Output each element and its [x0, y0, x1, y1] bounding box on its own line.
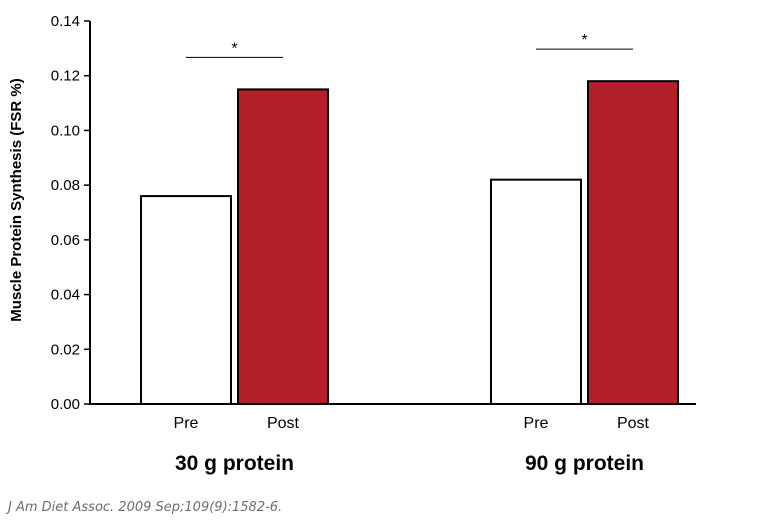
- y-tick-label: 0.04: [51, 287, 80, 304]
- bar-label: Post: [617, 415, 650, 432]
- bar-pre: [490, 178, 582, 405]
- y-tick-label: 0.14: [51, 13, 80, 30]
- significance-star: *: [581, 32, 587, 49]
- bar-chart: 0.00 0.02 0.04 0.06 0.08 0.10 0.12 0.14 Pre Post…: [8, 13, 696, 475]
- bar-label: Pre: [174, 415, 199, 432]
- bar-label: Pre: [524, 415, 549, 432]
- bar-post: [587, 80, 679, 406]
- significance-star: *: [231, 40, 237, 57]
- y-tick-label: 0.08: [51, 177, 80, 194]
- bar-post: [237, 88, 329, 406]
- significance-markers: * *: [186, 32, 633, 58]
- y-tick-label: 0.00: [51, 396, 80, 413]
- bar-pre: [140, 195, 232, 405]
- group-label: 30 g protein: [175, 452, 294, 475]
- y-tick-label: 0.02: [51, 341, 80, 358]
- y-tick-label: 0.06: [51, 232, 80, 249]
- bar-label: Post: [267, 415, 300, 432]
- y-axis-label: Muscle Protein Synthesis (FSR %): [8, 78, 25, 321]
- bars: [140, 80, 679, 406]
- y-tick-label: 0.12: [51, 68, 80, 85]
- group-label: 90 g protein: [525, 452, 644, 475]
- x-labels: Pre Post 30 g protein Pre Post 90 g protein: [174, 415, 650, 475]
- citation: J Am Diet Assoc. 2009 Sep;109(9):1582-6.: [8, 500, 283, 515]
- y-tick-label: 0.10: [51, 122, 80, 139]
